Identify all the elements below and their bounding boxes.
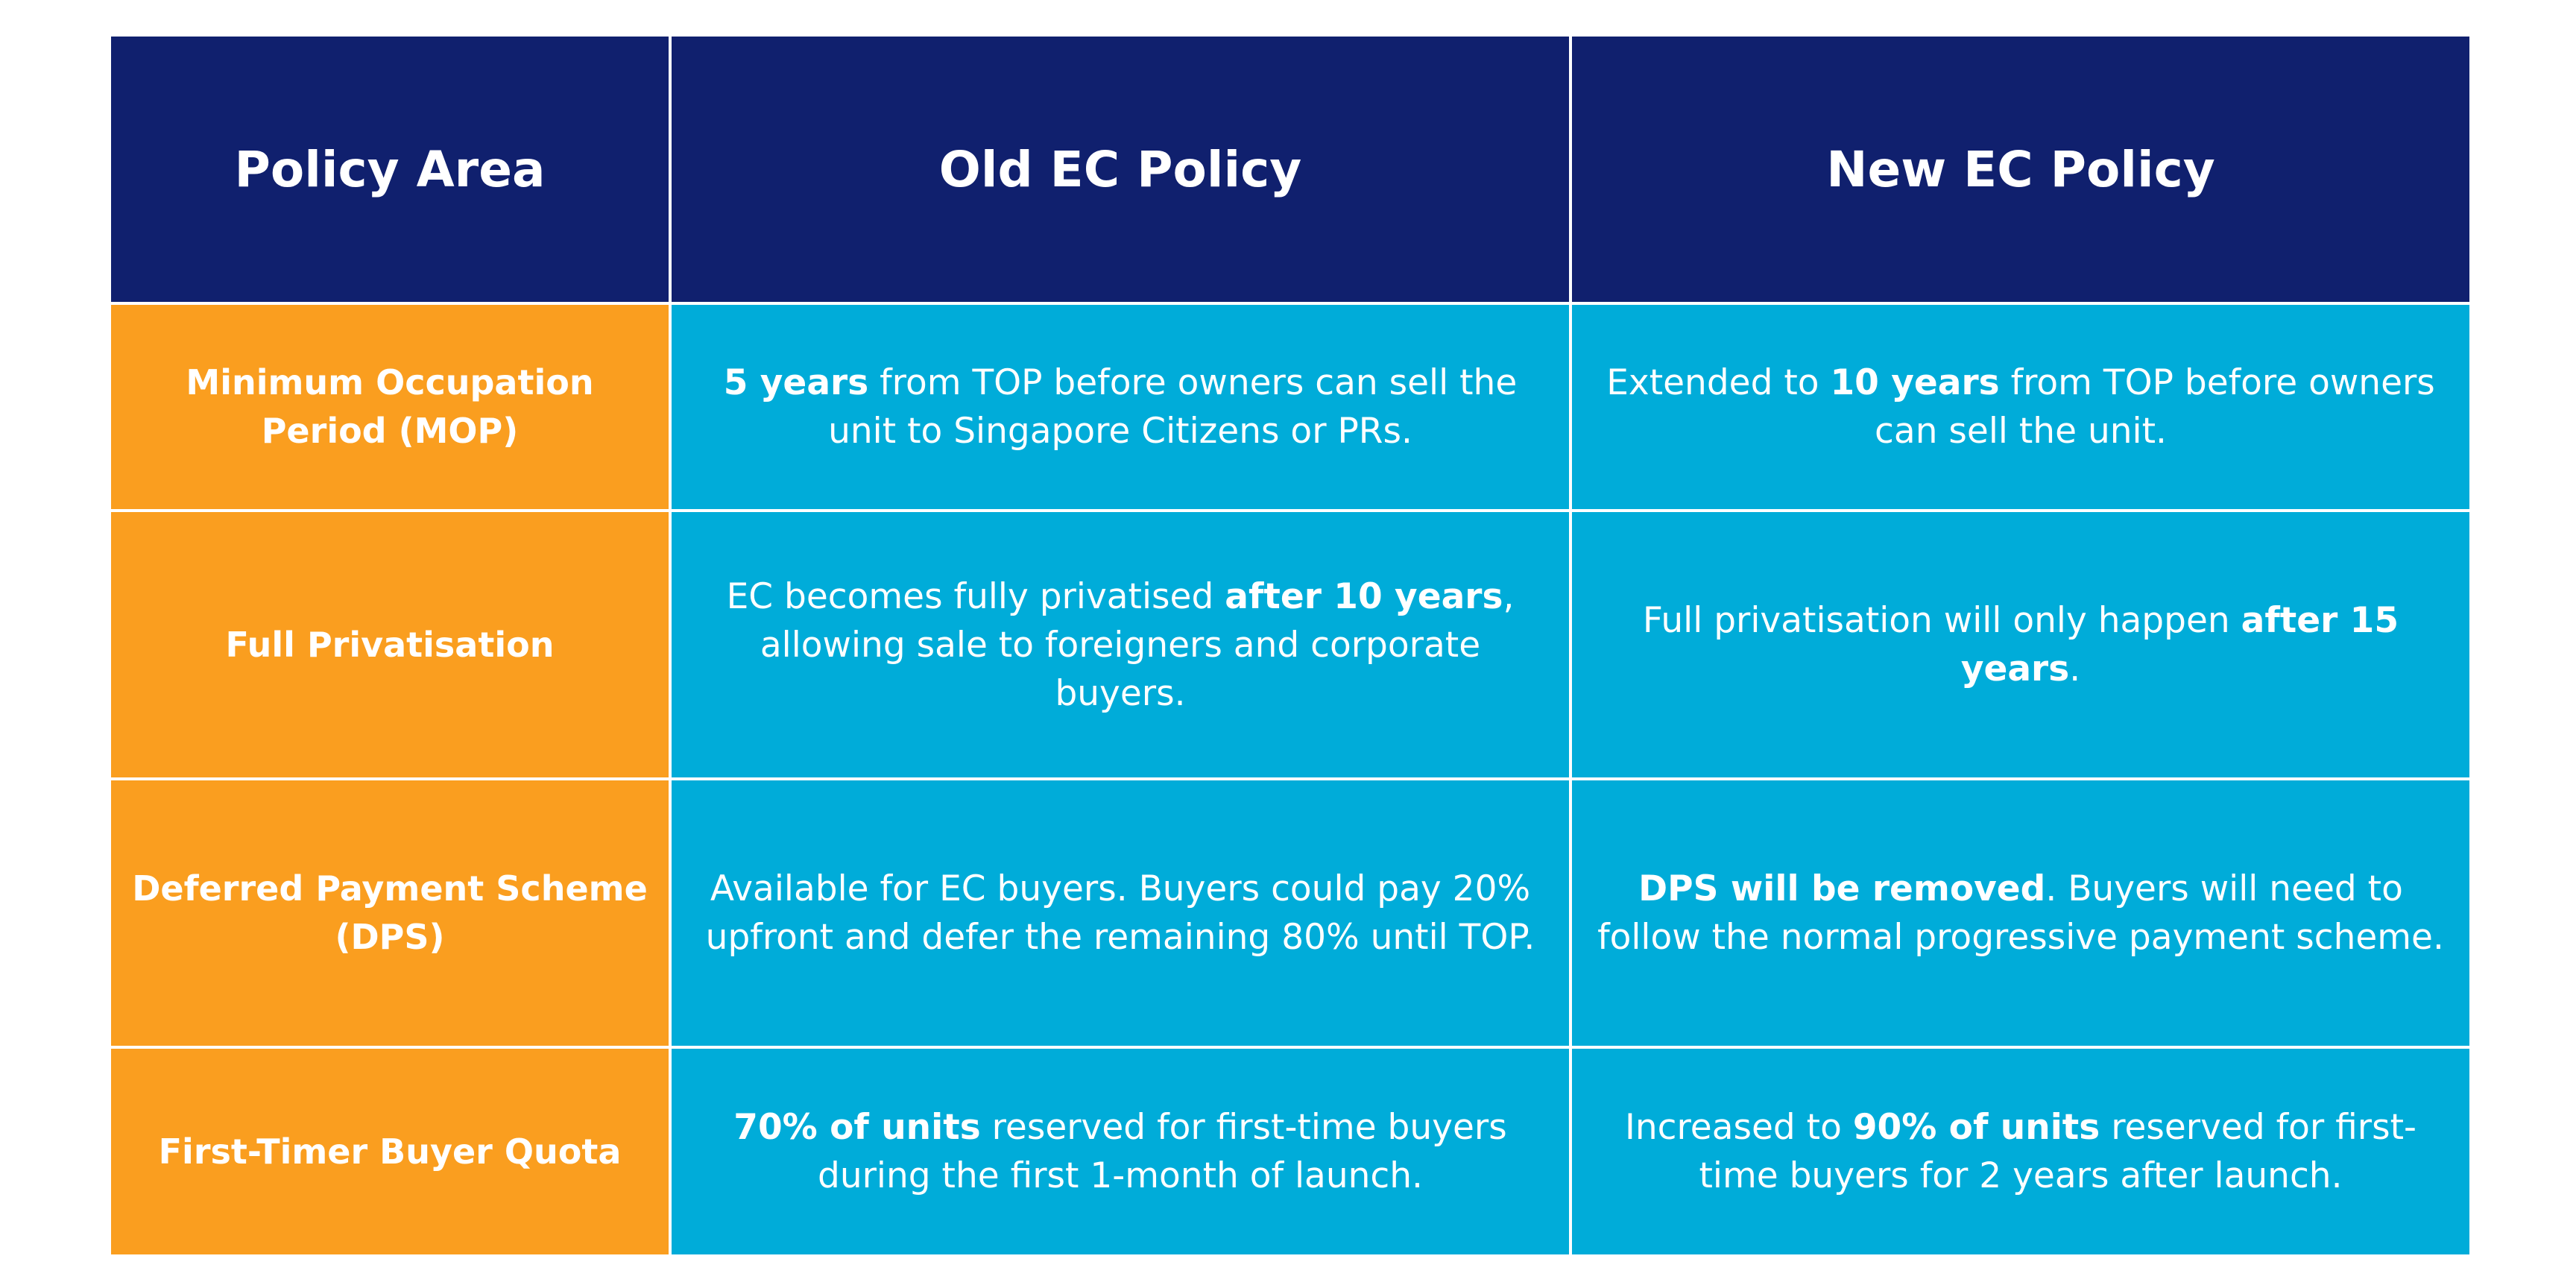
old-policy-text: reserved for first-time buyers during th… [817,1107,1507,1196]
new-policy-highlight: 10 years [1830,362,2000,403]
old-policy-highlight: 70% of units [733,1107,981,1148]
new-policy-text-lead: Full privatisation will only happen [1642,600,2241,641]
new-policy-text-lead: Extended to [1606,362,1831,403]
new-policy-text: from TOP before owners can sell the unit… [1875,362,2435,452]
new-policy-cell: Increased to 90% of units reserved for f… [1569,1046,2472,1257]
new-policy-highlight: 90% of units [1852,1107,2100,1148]
new-policy-text: . [2069,648,2081,689]
policy-comparison-table: Policy Area Old EC Policy New EC Policy … [108,34,2472,1257]
old-policy-text: Available for EC buyers. Buyers could pa… [705,868,1535,958]
new-policy-cell: DPS will be removed. Buyers will need to… [1569,777,2472,1049]
old-policy-text: from TOP before owners can sell the unit… [828,362,1518,452]
new-policy-highlight: DPS will be removed [1638,868,2046,909]
old-policy-highlight: 5 years [723,362,869,403]
policy-area-cell: Deferred Payment Scheme (DPS) [108,777,672,1049]
new-policy-cell: Full privatisation will only happen afte… [1569,509,2472,780]
new-policy-cell: Extended to 10 years from TOP before own… [1569,302,2472,512]
policy-area-cell: Minimum Occupation Period (MOP) [108,302,672,512]
old-policy-cell: 70% of units reserved for first-time buy… [669,1046,1572,1257]
new-policy-text: reserved for first-time buyers for 2 yea… [1699,1107,2416,1196]
new-policy-text: . Buyers will need to follow the normal … [1597,868,2444,958]
policy-area-cell: First-Timer Buyer Quota [108,1046,672,1257]
old-policy-highlight: after 10 years [1225,575,1503,617]
old-policy-cell: EC becomes fully privatised after 10 yea… [669,509,1572,780]
table-row-first-timer-quota: First-Timer Buyer Quota 70% of units res… [108,1046,2472,1257]
header-new-ec-policy: New EC Policy [1569,34,2472,305]
new-policy-highlight: after 15 years [1960,600,2399,689]
header-old-ec-policy: Old EC Policy [669,34,1572,305]
old-policy-cell: Available for EC buyers. Buyers could pa… [669,777,1572,1049]
table-row-dps: Deferred Payment Scheme (DPS) Available … [108,777,2472,1049]
old-policy-cell: 5 years from TOP before owners can sell … [669,302,1572,512]
old-policy-text: , allowing sale to foreigners and corpor… [760,575,1515,714]
policy-area-cell: Full Privatisation [108,509,672,780]
table-header-row: Policy Area Old EC Policy New EC Policy [108,34,2472,305]
old-policy-text-lead: EC becomes fully privatised [726,575,1225,617]
new-policy-text-lead: Increased to [1625,1107,1853,1148]
table-row-full-privatisation: Full Privatisation EC becomes fully priv… [108,509,2472,780]
header-policy-area: Policy Area [108,34,672,305]
table-row-mop: Minimum Occupation Period (MOP) 5 years … [108,302,2472,512]
